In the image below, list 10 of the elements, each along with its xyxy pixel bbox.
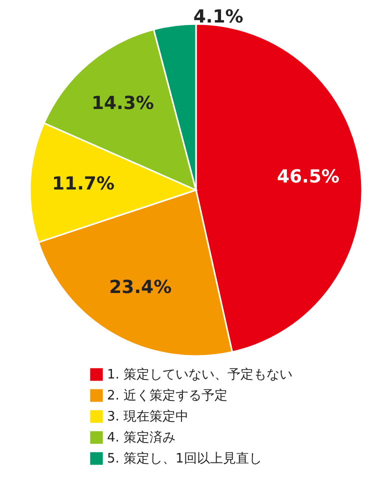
legend-label: 3. 現在策定中 — [107, 410, 189, 424]
legend-label: 5. 策定し、1回以上見直し — [107, 452, 262, 466]
data-label: 4.1% — [193, 6, 244, 28]
legend-label: 1. 策定していない、予定もない — [107, 368, 293, 382]
data-label: 23.4% — [109, 277, 172, 298]
data-label: 11.7% — [52, 174, 114, 195]
data-label: 14.3% — [91, 93, 154, 114]
legend-label: 2. 近く策定する予定 — [107, 388, 228, 404]
legend-label: 4. 策定済み — [107, 430, 176, 446]
data-label: 46.5% — [276, 166, 340, 188]
